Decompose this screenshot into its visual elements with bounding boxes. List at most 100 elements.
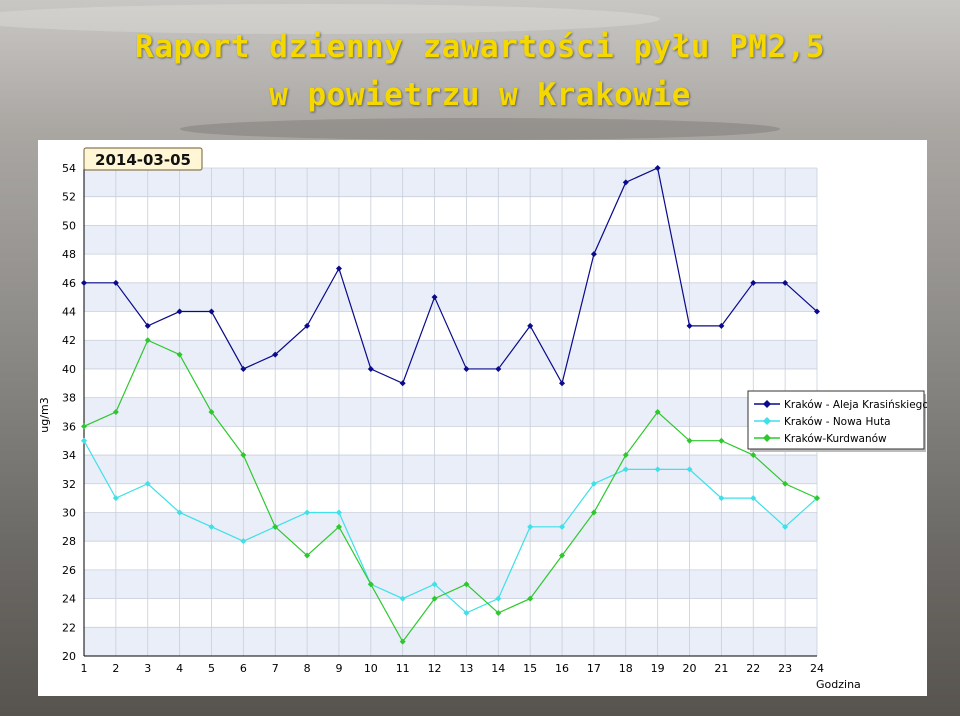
y-tick-label: 28 xyxy=(62,535,76,548)
data-point xyxy=(399,638,406,645)
series-line-2 xyxy=(83,440,818,614)
data-point xyxy=(208,308,215,315)
data-point xyxy=(495,365,502,372)
date-badge-text: 2014-03-05 xyxy=(95,151,191,169)
data-point xyxy=(559,380,566,387)
data-point xyxy=(176,351,183,358)
plot-band xyxy=(84,455,817,484)
axes xyxy=(83,168,817,657)
data-point xyxy=(240,538,247,545)
data-point xyxy=(463,609,470,616)
data-point xyxy=(654,409,661,415)
legend-swatch-marker xyxy=(763,400,771,408)
data-point xyxy=(335,509,342,516)
data-point xyxy=(495,595,502,602)
plot-band xyxy=(84,569,817,599)
data-point xyxy=(304,322,311,329)
x-tick-label: 17 xyxy=(587,662,601,675)
legend-swatch-marker xyxy=(763,417,771,425)
x-tick-label: 24 xyxy=(810,662,824,675)
y-tick-label: 20 xyxy=(62,650,76,663)
plot-band xyxy=(84,225,817,255)
x-tick-label: 7 xyxy=(272,662,279,675)
plot-band xyxy=(84,627,817,656)
series-lines xyxy=(83,167,818,643)
y-tick-label: 54 xyxy=(62,162,76,175)
data-point xyxy=(750,495,757,502)
x-tick-label: 19 xyxy=(651,662,665,675)
page-subtitle: w powietrzu w Krakowie xyxy=(269,77,691,113)
data-point xyxy=(782,279,789,286)
data-point xyxy=(750,452,757,459)
data-point xyxy=(590,509,597,516)
data-point xyxy=(144,322,151,329)
y-tick-labels: 20 22 24 26 28 30 32 34 36 38 40 42 44 46 48 50 52 54 xyxy=(62,162,76,663)
x-tick-label: 2 xyxy=(112,662,119,675)
date-badge: 2014-03-05 xyxy=(83,147,203,171)
data-point xyxy=(782,480,789,487)
data-point xyxy=(463,365,470,372)
plot-band xyxy=(84,282,817,312)
data-point xyxy=(590,251,597,258)
data-point xyxy=(686,322,693,329)
data-point xyxy=(144,337,151,344)
x-axis-label: Godzina xyxy=(816,678,861,691)
data-point xyxy=(622,452,629,459)
data-point xyxy=(208,409,215,415)
series-markers xyxy=(81,165,820,645)
x-tick-label: 12 xyxy=(428,662,442,675)
sky-cloud xyxy=(180,118,780,140)
y-tick-label: 34 xyxy=(62,449,76,462)
data-point xyxy=(431,595,438,602)
x-tick-label: 21 xyxy=(714,662,728,675)
data-point xyxy=(176,509,183,516)
data-point xyxy=(240,365,247,372)
y-axis-label: ug/m3 xyxy=(38,397,51,432)
series-line-1 xyxy=(84,167,818,385)
x-tick-label: 22 xyxy=(746,662,760,675)
y-tick-label: 22 xyxy=(62,621,76,634)
y-tick-label: 38 xyxy=(62,392,76,405)
page-title: Raport dzienny zawartości pyłu PM2,5 xyxy=(135,29,825,65)
data-point xyxy=(495,609,502,616)
y-tick-label: 48 xyxy=(62,248,76,261)
y-tick-label: 42 xyxy=(62,334,76,347)
plot-band xyxy=(84,397,817,427)
y-tick-label: 44 xyxy=(62,306,76,319)
data-point xyxy=(590,480,597,487)
data-point xyxy=(527,523,534,530)
legend-entry: Kraków - Aleja Krasińskiego xyxy=(784,399,927,411)
y-tick-label: 24 xyxy=(62,593,76,606)
x-tick-label: 6 xyxy=(240,662,247,675)
data-point xyxy=(112,409,119,415)
data-point xyxy=(431,581,438,588)
x-tick-labels: 1 2 3 4 5 6 7 8 9 10 11 12 13 14 15 16 17 18 19 20 21 22 23 24 xyxy=(81,662,825,675)
y-tick-label: 52 xyxy=(62,191,76,204)
data-point xyxy=(686,437,693,444)
data-point xyxy=(176,308,183,315)
x-tick-label: 15 xyxy=(523,662,537,675)
x-tick-label: 9 xyxy=(335,662,342,675)
y-tick-label: 32 xyxy=(62,478,76,491)
data-point xyxy=(718,495,725,502)
data-point xyxy=(81,279,87,286)
data-point xyxy=(559,552,566,559)
x-tick-label: 23 xyxy=(778,662,792,675)
data-point xyxy=(750,279,757,286)
x-tick-label: 4 xyxy=(176,662,183,675)
y-tick-label: 50 xyxy=(62,219,76,232)
y-tick-label: 26 xyxy=(62,564,76,577)
data-point xyxy=(527,322,534,329)
x-tick-label: 5 xyxy=(208,662,215,675)
data-point xyxy=(208,523,215,530)
y-tick-label: 40 xyxy=(62,363,76,376)
data-point xyxy=(112,279,119,286)
data-point xyxy=(782,523,789,530)
data-point xyxy=(622,466,629,473)
plot-band xyxy=(84,168,817,197)
data-point xyxy=(81,423,87,430)
data-point xyxy=(272,523,279,530)
x-tick-label: 14 xyxy=(491,662,505,675)
data-point xyxy=(240,452,247,459)
